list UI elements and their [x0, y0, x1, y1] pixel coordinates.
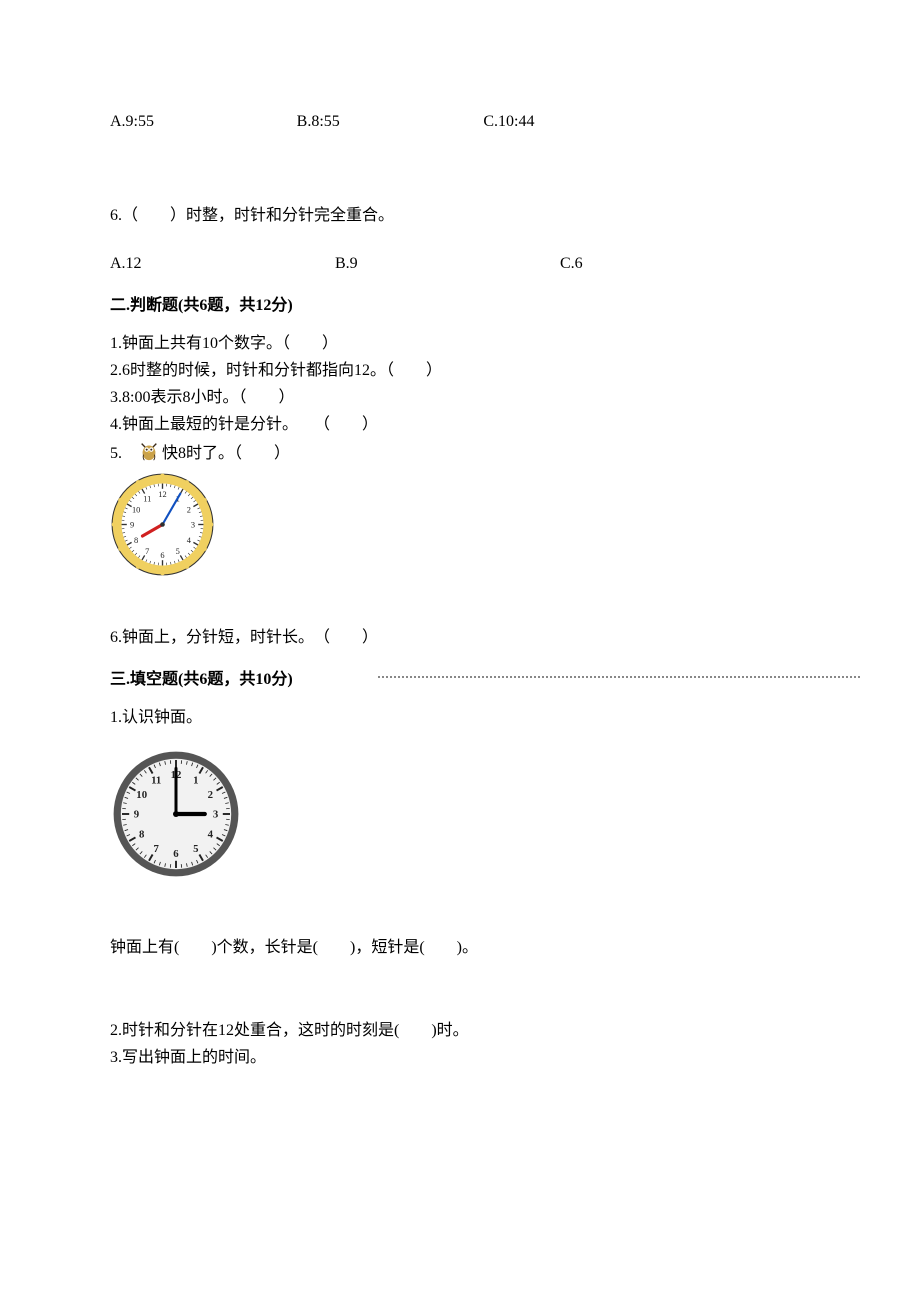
worksheet-page: A.9:55 B.8:55 C.10:44 6.（ ）时整，时针和分针完全重合。… — [0, 0, 920, 1302]
svg-text:5: 5 — [193, 843, 198, 855]
svg-text:12: 12 — [158, 490, 166, 499]
q5-options-row: A.9:55 B.8:55 C.10:44 — [110, 110, 670, 134]
fill-q2: 2.时针和分针在12处重合，这时的时刻是( )时。 — [110, 1019, 810, 1043]
clock1-icon: 123456789101112 — [110, 472, 215, 577]
dotted-rule — [378, 676, 860, 678]
clock2-figure: 123456789101112 — [110, 748, 810, 888]
tf-item-5: 5. 快8时了。（ ） — [110, 440, 810, 466]
svg-text:2: 2 — [208, 789, 213, 801]
fill-q1-stem: 1.认识钟面。 — [110, 706, 810, 730]
tf-item-6: 6.钟面上，分针短，时针长。 （ ） — [110, 626, 810, 650]
svg-text:2: 2 — [187, 505, 191, 514]
svg-text:8: 8 — [134, 536, 138, 545]
tf-item-3: 3.8:00表示8小时。（ ） — [110, 386, 810, 410]
q6-stem: 6.（ ）时整，时针和分针完全重合。 — [110, 204, 810, 228]
section3-header: 三.填空题(共6题，共10分) — [110, 671, 293, 688]
svg-text:6: 6 — [173, 848, 179, 860]
clock1-figure: 123456789101112 — [110, 472, 810, 585]
svg-text:3: 3 — [213, 809, 219, 821]
owl-icon — [138, 440, 160, 462]
tf-item-2: 2.6时整的时候，时针和分针都指向12。（ ） — [110, 359, 810, 383]
q5-opt-c: C.10:44 — [483, 110, 670, 134]
svg-text:6: 6 — [160, 551, 164, 560]
svg-text:7: 7 — [153, 843, 159, 855]
tf-item-4: 4.钟面上最短的针是分针。 （ ） — [110, 413, 810, 437]
q6-opt-b: B.9 — [335, 252, 560, 276]
svg-text:7: 7 — [145, 547, 149, 556]
svg-text:8: 8 — [139, 828, 145, 840]
svg-text:9: 9 — [130, 521, 134, 530]
section3-header-row: 三.填空题(共6题，共10分) — [110, 668, 810, 692]
tf-item-1: 1.钟面上共有10个数字。（ ） — [110, 332, 810, 356]
svg-text:11: 11 — [143, 494, 151, 503]
svg-text:9: 9 — [134, 809, 140, 821]
q5-opt-a: A.9:55 — [110, 110, 297, 134]
fill-q1-blank-line: 钟面上有( )个数，长针是( )，短针是( )。 — [110, 936, 810, 960]
svg-text:4: 4 — [208, 828, 214, 840]
q6-opt-c: C.6 — [560, 252, 710, 276]
section2-header: 二.判断题(共6题，共12分) — [110, 294, 810, 318]
svg-text:3: 3 — [191, 521, 195, 530]
q6-options-row: A.12 B.9 C.6 — [110, 252, 710, 276]
svg-text:5: 5 — [176, 547, 180, 556]
svg-text:10: 10 — [132, 505, 140, 514]
svg-text:1: 1 — [193, 774, 198, 786]
tf-item-5-num: 5. — [110, 445, 138, 462]
q5-opt-b: B.8:55 — [297, 110, 484, 134]
clock2-icon: 123456789101112 — [110, 748, 242, 880]
svg-text:11: 11 — [151, 774, 161, 786]
fill-q3: 3.写出钟面上的时间。 — [110, 1046, 810, 1070]
q6-opt-a: A.12 — [110, 252, 335, 276]
svg-text:10: 10 — [136, 789, 147, 801]
tf-item-5-text: 快8时了。（ ） — [162, 445, 290, 462]
